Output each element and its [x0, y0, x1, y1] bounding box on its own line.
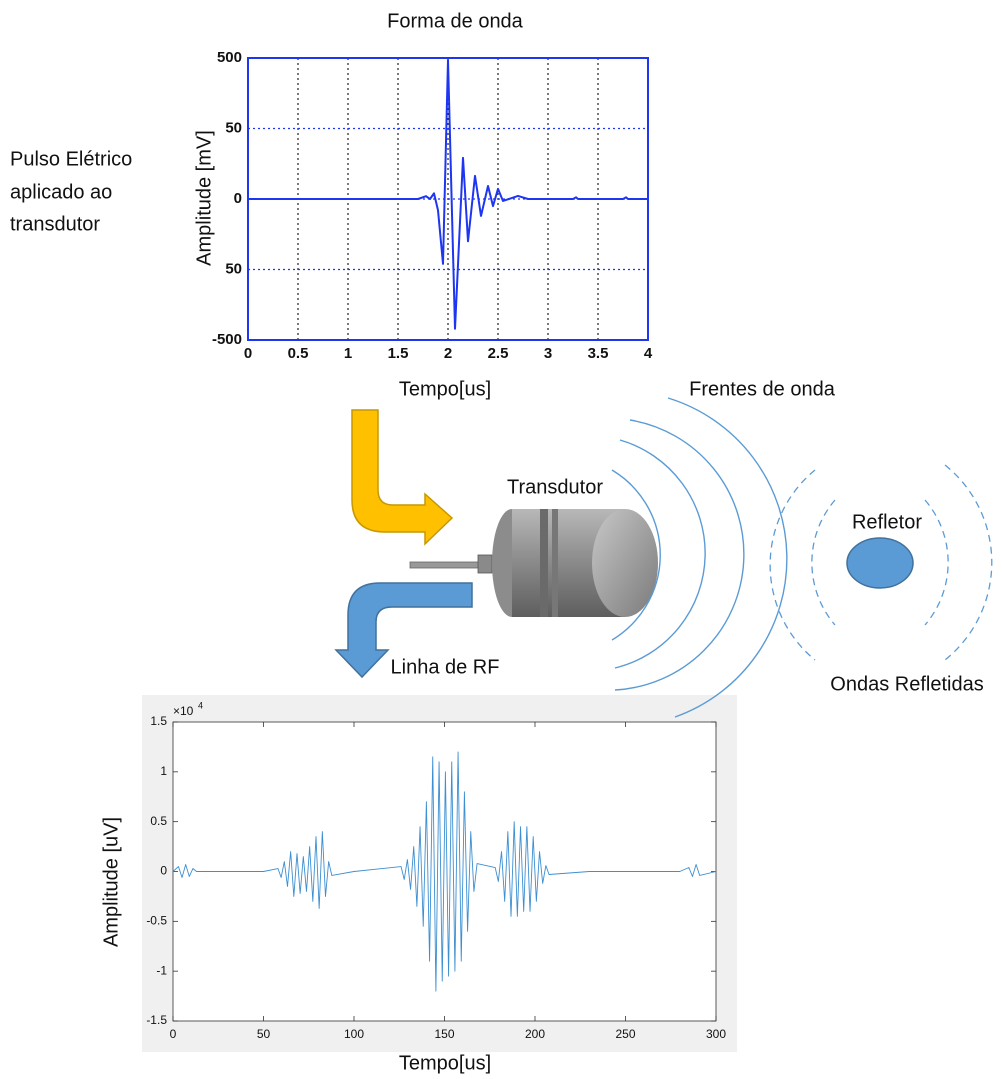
x-axis-label: Tempo[us]: [399, 1052, 491, 1074]
reflector: [847, 538, 913, 588]
y-tick-label: -1.5: [146, 1013, 167, 1027]
x-tick-label: 300: [706, 1027, 726, 1041]
x-tick-label: 50: [257, 1027, 271, 1041]
x-tick-label: 250: [615, 1027, 635, 1041]
y-tick-label: 50: [225, 119, 242, 136]
x-tick-label: 1.5: [388, 345, 409, 362]
y-tick-label: 1.5: [150, 714, 167, 728]
x-tick-label: 3: [544, 345, 552, 362]
x-tick-label: 2: [444, 345, 452, 362]
x-tick-label: 3.5: [588, 345, 609, 362]
y-axis-label: Amplitude [uV]: [100, 817, 122, 947]
pulse-label: transdutor: [10, 213, 100, 235]
pulse-label: aplicado ao: [10, 181, 112, 203]
y-tick-label: 0: [160, 864, 167, 878]
reflector-label: Refletor: [852, 511, 922, 533]
x-tick-label: 0: [244, 345, 252, 362]
x-tick-label: 150: [434, 1027, 454, 1041]
y-multiplier-exponent: 4: [198, 700, 203, 710]
y-tick-label: -500: [212, 331, 242, 348]
x-tick-label: 200: [525, 1027, 545, 1041]
reflected-label: Ondas Refletidas: [830, 673, 983, 695]
y-tick-label: 0.5: [150, 814, 167, 828]
x-tick-label: 1: [344, 345, 352, 362]
transducer-label: Transdutor: [507, 476, 603, 498]
y-tick-label: 0: [234, 190, 242, 207]
diagram: Pulso Elétrico aplicado ao transdutor Fr…: [0, 0, 1002, 1079]
x-tick-label: 100: [344, 1027, 364, 1041]
y-tick-label: 1: [160, 764, 167, 778]
x-tick-label: 0: [170, 1027, 177, 1041]
y-multiplier: ×10: [173, 704, 194, 718]
pulse-label: Pulso Elétrico: [10, 148, 132, 170]
x-axis-label: Tempo[us]: [399, 378, 491, 400]
y-axis-label: Amplitude [mV]: [193, 130, 215, 266]
x-tick-label: 0.5: [288, 345, 309, 362]
x-tick-label: 2.5: [488, 345, 509, 362]
y-tick-label: -1: [156, 963, 167, 977]
y-tick-label: 50: [225, 260, 242, 277]
y-tick-label: 500: [217, 49, 242, 66]
x-tick-label: 4: [644, 345, 653, 362]
y-tick-label: -0.5: [146, 914, 167, 928]
rf-label: Linha de RF: [391, 656, 500, 678]
chart-title: Forma de onda: [387, 10, 524, 32]
wavefronts-label: Frentes de onda: [689, 378, 836, 400]
input-arrow: [352, 410, 452, 544]
